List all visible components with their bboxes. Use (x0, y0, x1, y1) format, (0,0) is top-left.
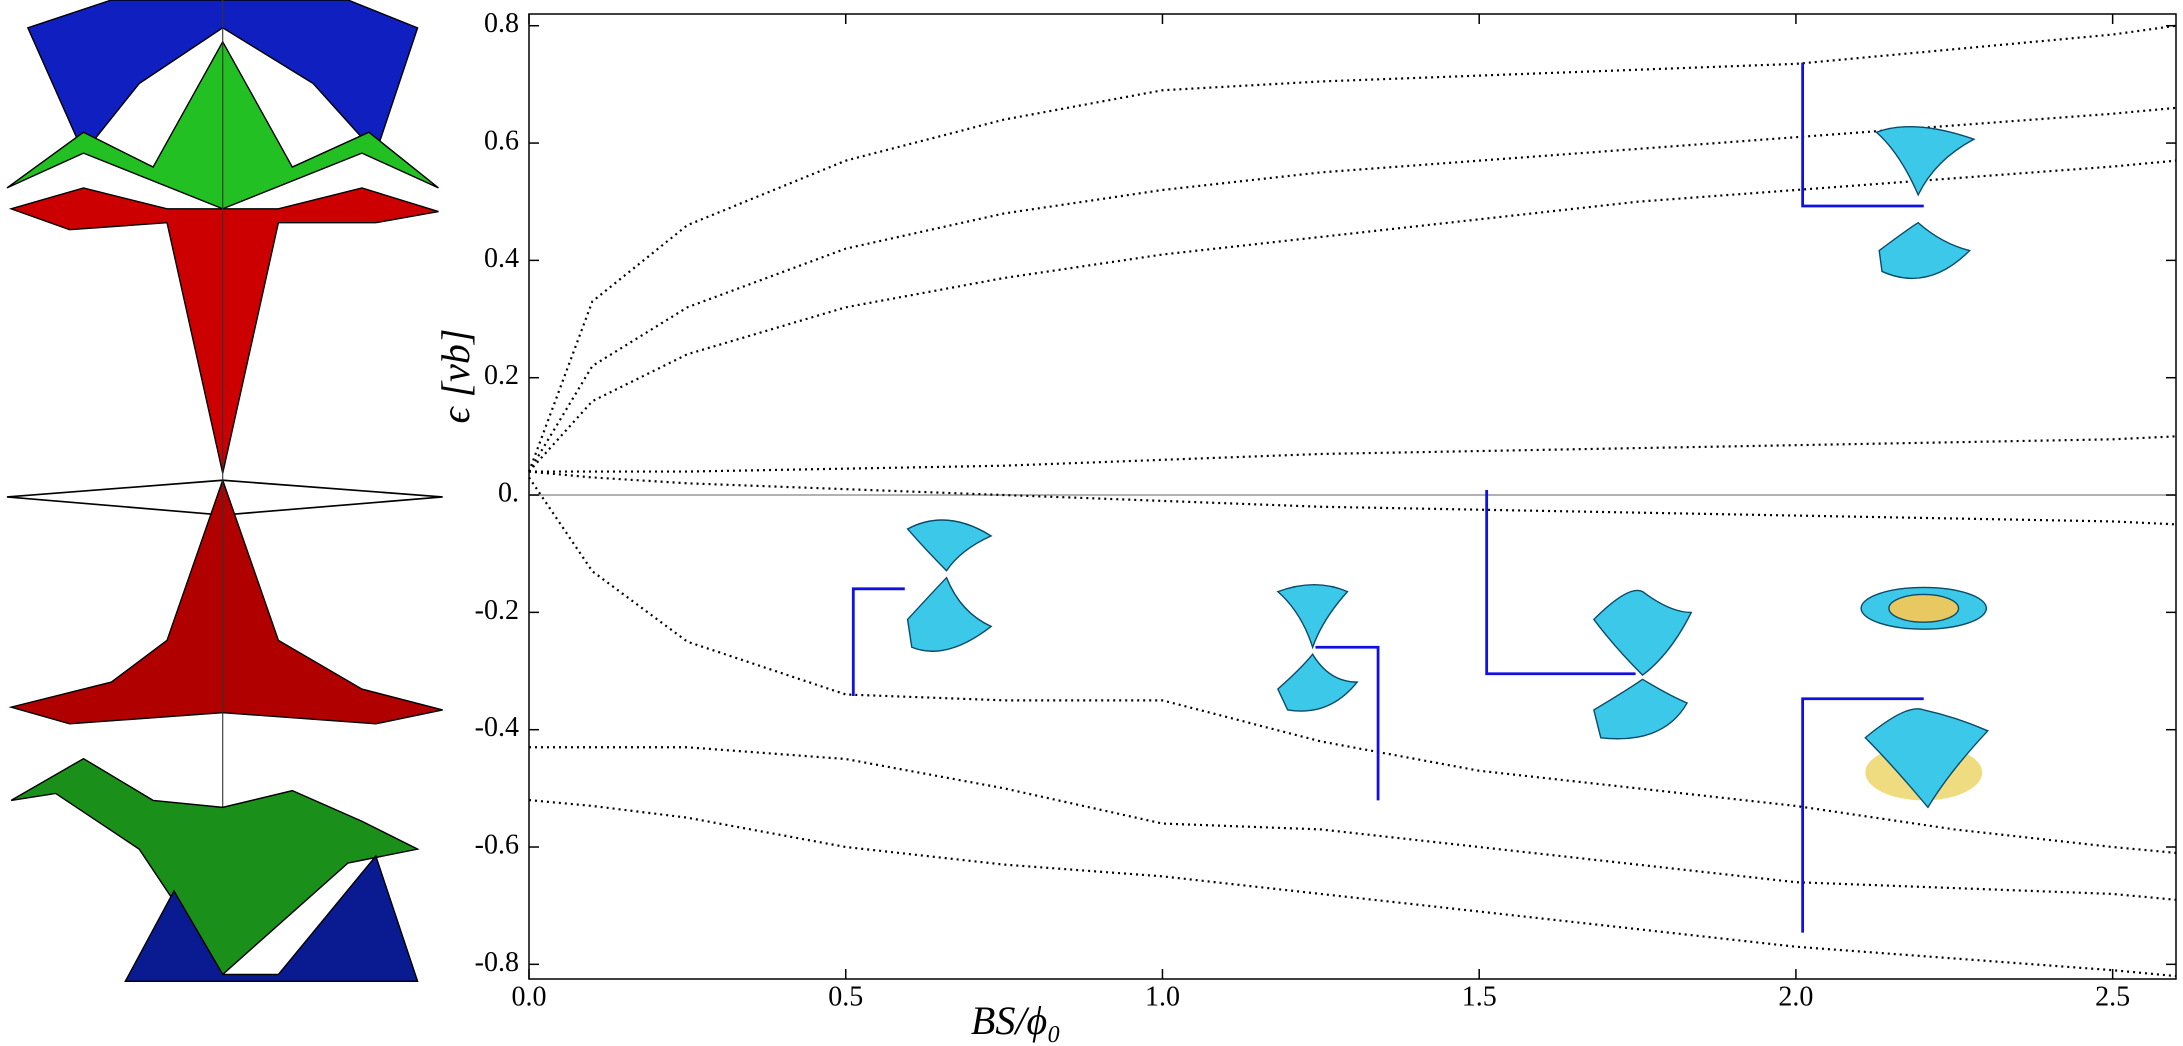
inset-surface (1875, 126, 1976, 197)
x-tick-label: 1.0 (1145, 981, 1180, 1012)
inset-surface (1864, 708, 1989, 809)
spectrum-line (528, 159, 2177, 473)
y-tick-label: 0.2 (484, 360, 519, 391)
inset-surface (1592, 589, 1693, 677)
connector (1801, 697, 1924, 933)
connector (851, 587, 905, 696)
x-tick-label: 1.5 (1462, 981, 1497, 1012)
connector (1315, 645, 1380, 801)
inset-connectors (851, 62, 1924, 933)
y-tick-label: -0.4 (475, 712, 519, 743)
inset-surface (1878, 221, 1972, 280)
inset-surface (1593, 678, 1689, 740)
x-tick-label: 2.0 (1778, 981, 1813, 1012)
y-tick-label: -0.2 (475, 595, 519, 626)
x-axis-title: BS/ϕ₀ (971, 998, 1061, 1043)
y-tick-label: 0. (498, 477, 519, 508)
spectrum-line (528, 798, 2177, 978)
connector (1801, 62, 1924, 208)
spectrum-line (529, 746, 2177, 901)
y-axis-title: ϵ [vb] (433, 329, 478, 424)
blue-band-top (26, 0, 419, 155)
y-tick-label: 0.6 (484, 125, 519, 156)
y-tick-label: 0.4 (484, 243, 519, 274)
inset-cone (1888, 593, 1960, 623)
red-cone-upper (8, 187, 439, 474)
spectrum-line (528, 470, 2177, 526)
red-cone-lower (8, 478, 443, 725)
plot-frame (528, 13, 2177, 980)
y-tick-label: -0.6 (475, 829, 519, 860)
inset-surface (1276, 584, 1349, 650)
inset-surface (906, 576, 993, 652)
plot-area: 0.0 0.5 1.0 1.5 2.0 2.5 -0.8 -0.6 -0.4 -0.2 0. 0.2 0… (475, 8, 2177, 1012)
spectrum-line (528, 476, 2177, 854)
x-tick-label: 2.5 (2095, 981, 2130, 1012)
x-tick-label: 0.5 (828, 981, 863, 1012)
spectrum-line (529, 435, 2177, 473)
brillouin-zone (6, 479, 443, 516)
band-structure-panel (6, 0, 443, 983)
inset-surface (1277, 653, 1359, 712)
connector (1485, 489, 1636, 676)
x-tick-label: 0.0 (512, 981, 547, 1012)
blue-band-bottom (124, 854, 419, 983)
spectrum-line (528, 106, 2177, 473)
insets (906, 126, 1989, 809)
green-band-bottom (10, 757, 420, 976)
y-tick-label: -0.8 (475, 947, 519, 978)
inset-surface (906, 519, 993, 572)
y-tick-label: 0.8 (484, 8, 519, 39)
